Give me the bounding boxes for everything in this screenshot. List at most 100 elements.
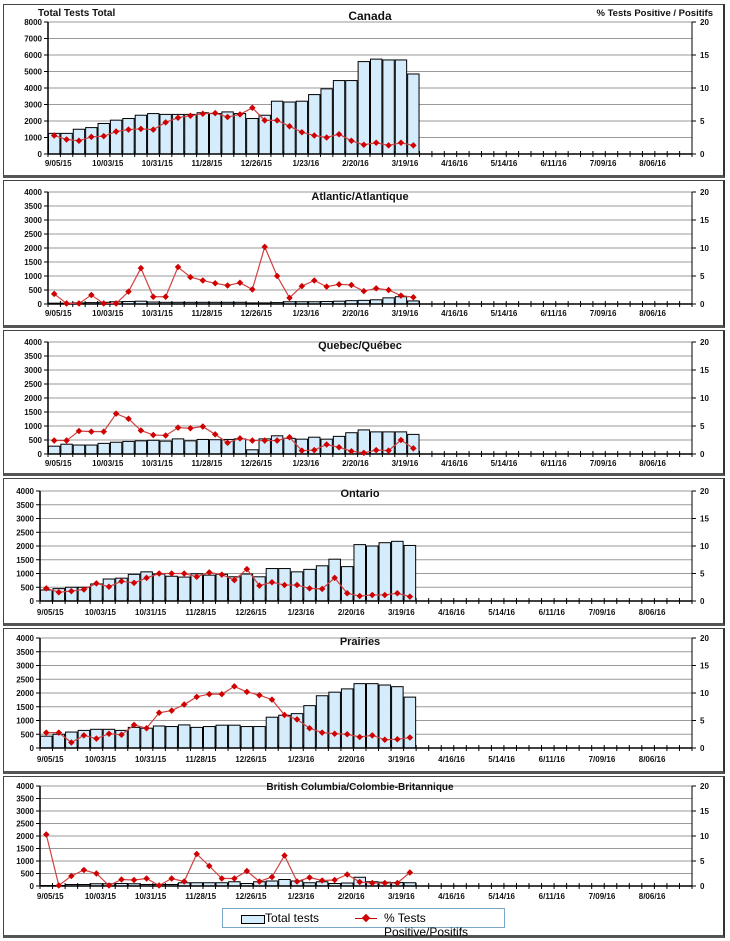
line-marker: [406, 734, 414, 741]
x-tick-label: 2/20/16: [338, 755, 365, 764]
y-tick-label: 3000: [16, 515, 34, 524]
y-tick-label: 0: [38, 150, 43, 159]
line-marker: [206, 690, 213, 698]
y-tick-label: 3000: [16, 662, 34, 671]
y2-tick-label: 5: [700, 857, 705, 866]
y2-tick-label: 10: [700, 832, 709, 841]
y2-tick-label: 0: [700, 150, 705, 159]
line-marker: [293, 581, 301, 589]
x-tick-label: 11/28/15: [185, 608, 216, 617]
line-marker: [224, 439, 231, 447]
x-tick-label: 11/28/15: [185, 755, 216, 764]
y-tick-label: 1000: [24, 134, 42, 143]
x-tick-label: 12/26/15: [235, 608, 267, 617]
bar: [353, 544, 367, 602]
bar: [122, 118, 135, 155]
x-tick-label: 1/23/16: [288, 892, 315, 901]
line-marker: [261, 243, 268, 251]
y-tick-label: 1500: [16, 703, 34, 712]
bar: [152, 573, 166, 602]
x-tick-label: 10/03/15: [85, 755, 117, 764]
line-marker: [360, 141, 368, 149]
line-marker: [236, 279, 244, 286]
line-marker: [356, 878, 363, 886]
line-marker: [410, 294, 417, 301]
line-marker: [243, 688, 251, 696]
line-marker: [211, 431, 219, 438]
y-tick-label: 2000: [24, 394, 42, 403]
bar: [97, 442, 110, 455]
y-tick-label: 1500: [24, 258, 42, 267]
legend-bar-label: Total tests: [265, 911, 320, 925]
bar: [328, 691, 341, 749]
x-tick-label: 10/31/15: [142, 159, 174, 168]
x-tick-label: 11/28/15: [185, 892, 216, 901]
bar: [382, 297, 395, 305]
x-tick-label: 7/09/16: [589, 755, 616, 764]
y2-tick-label: 15: [700, 662, 709, 671]
line-marker: [162, 432, 169, 439]
x-tick-label: 10/03/15: [85, 892, 117, 901]
y-tick-label: 0: [38, 300, 43, 309]
x-tick-label: 3/19/16: [392, 159, 419, 168]
y-tick-label: 3500: [16, 648, 34, 657]
line-marker: [273, 117, 281, 124]
line-marker: [360, 449, 368, 457]
right-axis-title: % Tests Positive / Positifs: [596, 8, 713, 19]
y-tick-label: 4000: [16, 487, 34, 496]
line-marker: [318, 729, 326, 736]
y2-tick-label: 0: [700, 300, 705, 309]
line-marker: [281, 852, 288, 859]
y-tick-label: 0: [30, 744, 35, 753]
line-marker: [50, 132, 58, 139]
y-tick-label: 500: [29, 286, 43, 295]
y-tick-label: 3000: [24, 101, 42, 110]
line-marker: [331, 876, 338, 884]
x-tick-label: 8/06/16: [639, 892, 666, 901]
line-marker: [394, 590, 401, 597]
x-tick-label: 2/20/16: [342, 159, 369, 168]
line-marker: [231, 683, 238, 690]
bar: [203, 726, 216, 749]
y2-tick-label: 5: [700, 570, 705, 579]
bar: [134, 114, 148, 155]
bar: [109, 119, 123, 155]
line-marker: [268, 579, 276, 586]
bar: [134, 440, 148, 455]
x-tick-label: 10/31/15: [135, 892, 167, 901]
chart-2: 0 500 1000 1500 2000 2500 3000 3500 4000 0 5 10 15 20…: [24, 338, 709, 468]
y-tick-label: 0: [30, 597, 35, 606]
x-tick-label: 12/26/15: [235, 755, 267, 764]
line-marker: [268, 696, 276, 703]
y2-tick-label: 5: [700, 422, 705, 431]
line-marker: [180, 878, 188, 885]
bar: [171, 438, 185, 455]
y2-tick-label: 20: [700, 634, 709, 643]
line-marker: [243, 565, 251, 573]
y-tick-label: 3000: [24, 366, 42, 375]
x-tick-label: 12/26/15: [235, 892, 267, 901]
x-tick-label: 2/20/16: [338, 892, 365, 901]
x-tick-label: 8/06/16: [639, 608, 666, 617]
x-tick-label: 6/11/16: [539, 755, 566, 764]
x-tick-label: 7/09/16: [590, 159, 617, 168]
bar: [147, 439, 160, 455]
bar: [159, 440, 172, 455]
x-tick-label: 11/28/15: [191, 159, 222, 168]
y-tick-label: 7000: [24, 35, 42, 44]
bar: [85, 444, 98, 455]
legend-line-label: % Tests Positive/Positifs: [384, 911, 469, 939]
line-marker: [80, 866, 88, 874]
y-tick-label: 500: [29, 436, 43, 445]
line-marker: [397, 436, 405, 444]
x-tick-label: 2/20/16: [342, 309, 369, 318]
bar: [357, 61, 371, 155]
line-marker: [112, 300, 120, 307]
x-tick-label: 1/23/16: [293, 309, 320, 318]
line-marker: [155, 570, 163, 577]
line-marker: [180, 570, 188, 577]
line-marker: [68, 587, 75, 595]
line-marker: [381, 879, 389, 887]
y2-tick-label: 10: [700, 84, 709, 93]
bar: [278, 879, 291, 887]
